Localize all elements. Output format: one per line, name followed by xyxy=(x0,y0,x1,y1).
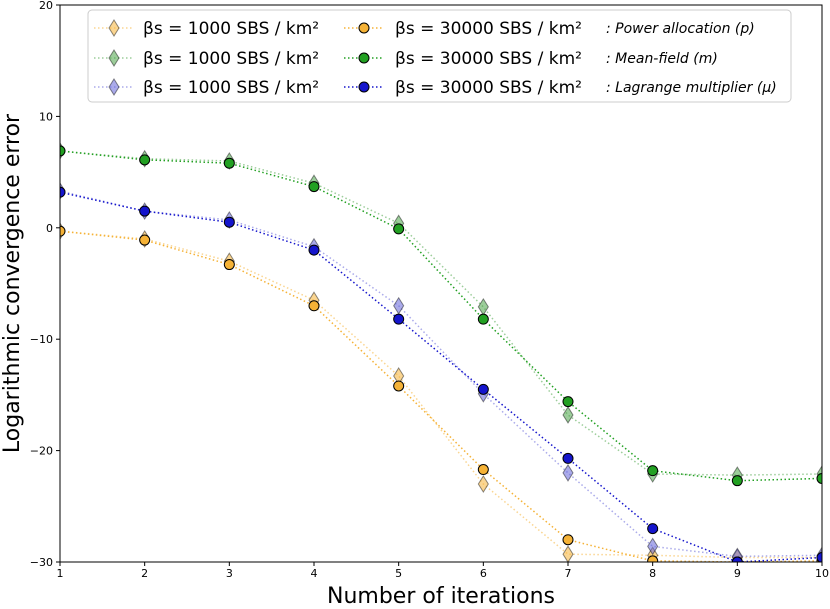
data-point-circle xyxy=(223,157,235,169)
data-point-circle xyxy=(393,380,405,392)
data-point-diamond xyxy=(647,537,659,556)
series-line-2 xyxy=(60,190,822,558)
data-point-circle xyxy=(647,523,659,535)
legend-frame xyxy=(87,9,792,103)
legend-label: βs = 1000 SBS / km² xyxy=(143,19,319,39)
legend: βs = 1000 SBS / km² βs = 1000 SBS / km² βs… xyxy=(87,9,792,103)
data-point-circle xyxy=(562,452,574,464)
data-point-circle xyxy=(308,244,320,256)
data-point-circle xyxy=(308,300,320,312)
data-point-diamond xyxy=(562,463,574,482)
series-line-5 xyxy=(60,191,822,562)
legend-description: : Lagrange multiplier (μ) xyxy=(606,80,777,96)
data-point-circle xyxy=(647,555,659,562)
x-tick-label: 4 xyxy=(311,567,318,580)
legend-description: : Mean-field (m) xyxy=(606,51,718,67)
legend-label: βs = 30000 SBS / km² xyxy=(395,49,582,69)
data-point-circle xyxy=(647,465,659,477)
series-line-1 xyxy=(60,150,822,476)
axes: 1 2 3 4 5 6 7 8 9 10 −30 −20 −10 0 10 20 xyxy=(30,0,829,580)
data-point-circle xyxy=(562,396,574,408)
legend-diamond-marker xyxy=(108,49,120,67)
y-axis-label: Logarithmic convergence error xyxy=(0,113,25,453)
y-tick-label: 20 xyxy=(39,0,53,12)
data-point-circle xyxy=(393,313,405,325)
data-point-diamond xyxy=(562,545,574,562)
legend-label: βs = 1000 SBS / km² xyxy=(143,49,319,69)
data-point-circle xyxy=(562,534,574,546)
data-point-circle xyxy=(60,145,66,157)
x-tick-label: 2 xyxy=(141,567,148,580)
data-point-circle xyxy=(139,154,151,166)
legend-label: βs = 1000 SBS / km² xyxy=(143,78,319,98)
x-tick-label: 10 xyxy=(815,567,829,580)
legend-label: βs = 30000 SBS / km² xyxy=(395,78,582,98)
legend-description: : Power allocation (p) xyxy=(606,21,755,37)
y-tick-label: −10 xyxy=(30,333,53,346)
x-tick-label: 5 xyxy=(395,567,402,580)
series-line-0 xyxy=(60,230,822,559)
data-point-circle xyxy=(816,552,822,562)
x-tick-label: 7 xyxy=(565,567,572,580)
data-point-circle xyxy=(139,205,151,217)
legend-diamond-marker xyxy=(108,19,120,37)
data-point-circle xyxy=(816,472,822,484)
x-tick-label: 9 xyxy=(734,567,741,580)
data-point-circle xyxy=(477,464,489,476)
data-point-circle xyxy=(731,556,743,562)
legend-circle-marker xyxy=(358,52,370,64)
data-point-circle xyxy=(477,383,489,395)
data-point-circle xyxy=(477,313,489,325)
data-point-diamond xyxy=(477,475,489,493)
legend-circle-marker xyxy=(358,81,370,93)
data-point-circle xyxy=(60,225,66,237)
y-tick-label: −20 xyxy=(30,445,53,458)
series-line-3 xyxy=(60,230,822,562)
x-tick-label: 1 xyxy=(57,567,64,580)
data-point-diamond xyxy=(562,406,574,424)
data-point-circle xyxy=(223,259,235,271)
x-tick-label: 8 xyxy=(649,567,656,580)
y-tick-label: 0 xyxy=(46,222,53,235)
legend-label: βs = 30000 SBS / km² xyxy=(395,19,582,39)
data-point-circle xyxy=(308,181,320,193)
data-point-circle xyxy=(393,223,405,235)
data-point-circle xyxy=(60,186,66,198)
x-tick-label: 6 xyxy=(480,567,487,580)
x-axis-label: Number of iterations xyxy=(327,584,555,609)
data-point-circle xyxy=(223,216,235,228)
legend-diamond-marker xyxy=(108,78,120,96)
y-tick-label: 10 xyxy=(39,110,53,123)
y-tick-label: −30 xyxy=(30,556,53,569)
x-tick-label: 3 xyxy=(226,567,233,580)
data-point-circle xyxy=(731,475,743,487)
axes-frame xyxy=(59,4,823,563)
legend-circle-marker xyxy=(358,22,370,34)
data-point-circle xyxy=(139,234,151,246)
